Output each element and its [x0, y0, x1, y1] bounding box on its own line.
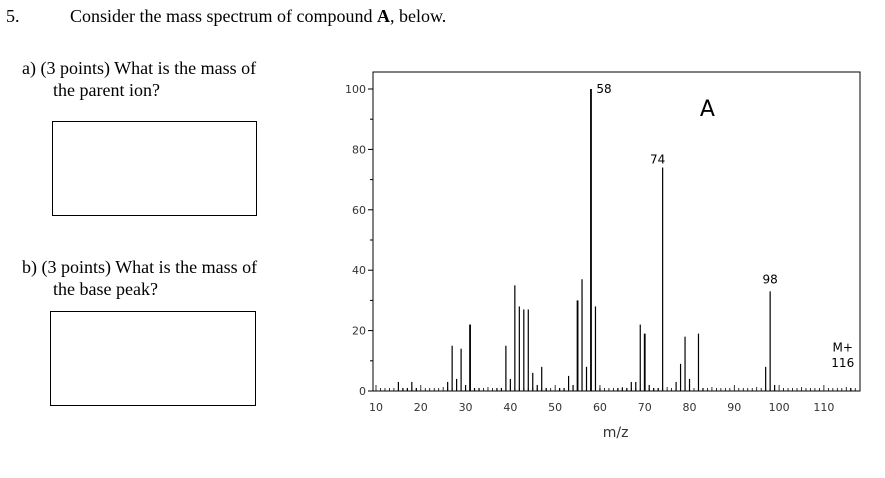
- y-tick-label: 60: [352, 204, 366, 217]
- y-tick-label: 40: [352, 264, 366, 277]
- x-tick-label: 70: [638, 401, 652, 414]
- mass-spectrum-chart: 0 20 40 60 80 100 10 20 30 40 50 60 70 80 90 100 110 58 74…: [345, 71, 861, 441]
- part-b-points: (3 points): [41, 257, 112, 277]
- x-tick-label: 30: [459, 401, 473, 414]
- question-number: 5.: [6, 6, 20, 26]
- x-tick-label: 90: [727, 401, 741, 414]
- part-a-label: a): [22, 58, 36, 78]
- question-intro-prefix: Consider the mass spectrum of compound: [70, 6, 377, 26]
- x-axis-label: m/z: [603, 425, 629, 441]
- part-a-line1: What is the mass of: [114, 58, 257, 78]
- compound-label: A: [376, 6, 390, 26]
- part-b-line2: the base peak?: [53, 279, 158, 299]
- x-tick-label: 60: [593, 401, 607, 414]
- peak-label: 116: [831, 356, 854, 370]
- part-b-line1: What is the mass of: [115, 257, 258, 277]
- x-tick-label: 50: [548, 401, 562, 414]
- peak-label: 98: [763, 272, 778, 286]
- x-tick-label: 40: [503, 401, 517, 414]
- part-b-prompt: b) (3 points) What is the mass of the ba…: [22, 256, 257, 300]
- x-tick-label: 110: [813, 401, 834, 414]
- part-a-prompt: a) (3 points) What is the mass of the pa…: [22, 57, 256, 101]
- chart-title: A: [700, 97, 715, 122]
- part-a-points: (3 points): [40, 58, 110, 78]
- part-a-line2: the parent ion?: [53, 80, 160, 100]
- y-tick-label: 100: [345, 83, 366, 96]
- x-tick-label: 10: [369, 401, 383, 414]
- plot-frame: [372, 71, 861, 392]
- question-text: Consider the mass spectrum of compound A…: [70, 6, 446, 27]
- peak-label: 58: [596, 82, 611, 96]
- part-a-answer-box[interactable]: [52, 121, 257, 216]
- peak-label: M+: [833, 341, 853, 355]
- peak-label: 74: [650, 153, 665, 167]
- y-tick-label: 20: [352, 325, 366, 338]
- x-tick-label: 20: [414, 401, 428, 414]
- question-intro-suffix: , below.: [389, 6, 447, 26]
- part-b-label: b): [22, 257, 37, 277]
- x-tick-label: 100: [769, 401, 790, 414]
- y-tick-label: 80: [352, 143, 366, 156]
- part-b-answer-box[interactable]: [50, 311, 256, 406]
- x-tick-label: 80: [683, 401, 697, 414]
- y-tick-label: 0: [359, 385, 366, 398]
